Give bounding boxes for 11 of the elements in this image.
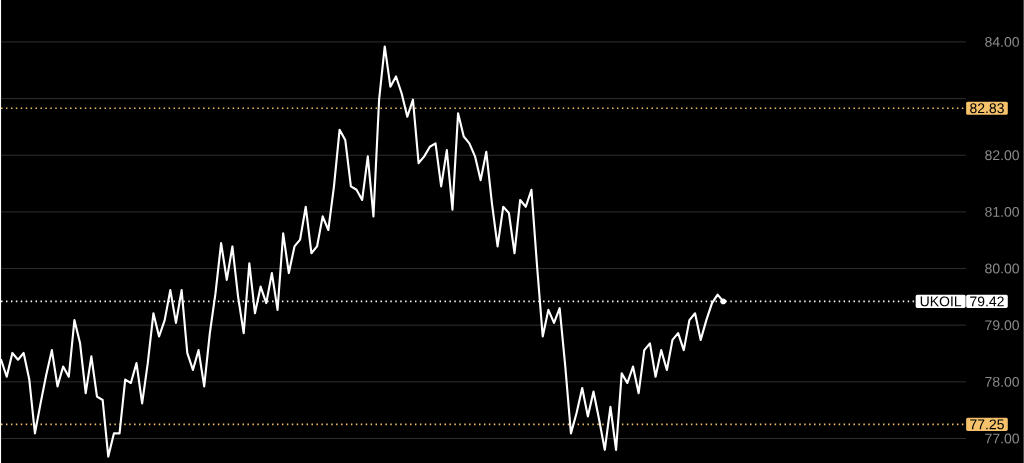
y-tick-label: 77.00 <box>985 433 1020 444</box>
y-tick-label: 84.00 <box>985 36 1020 47</box>
y-tick-label: 79.00 <box>985 320 1020 330</box>
ref-line-label: 79.42 <box>970 296 1004 307</box>
y-tick-label: 82.00 <box>985 150 1020 160</box>
ref-line-label: 77.25 <box>970 419 1004 430</box>
y-tick-label: 78.00 <box>985 376 1020 387</box>
ref-line-label: 82.83 <box>970 103 1004 113</box>
y-tick-label: 81.00 <box>985 206 1020 217</box>
text: UKOIL <box>920 296 962 307</box>
y-tick-label: 80.00 <box>985 263 1020 274</box>
